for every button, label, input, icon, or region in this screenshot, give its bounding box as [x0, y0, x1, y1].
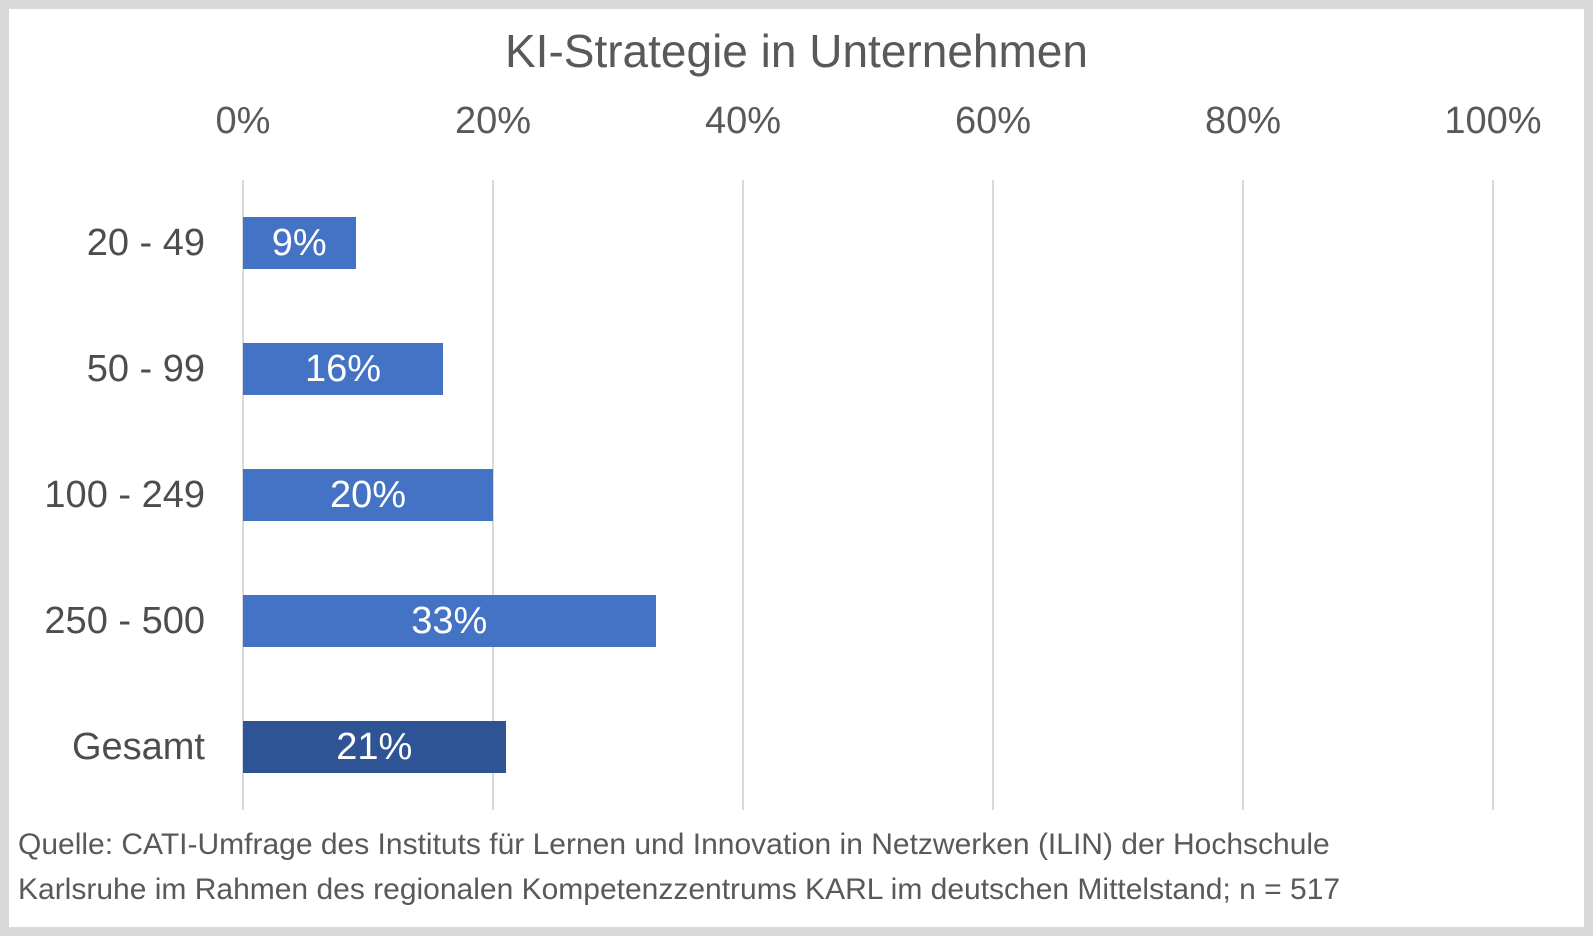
x-tick-label: 20%: [454, 100, 532, 142]
category-label: 250 - 500: [44, 600, 205, 642]
x-tick-label: 60%: [954, 100, 1032, 142]
bar: 16%: [243, 343, 443, 395]
x-tick-label: 40%: [704, 100, 782, 142]
source-note: Quelle: CATI-Umfrage des Instituts für L…: [18, 822, 1498, 912]
category-label: 50 - 99: [86, 348, 205, 390]
bar: 33%: [243, 595, 656, 647]
bar-value-label: 20%: [329, 473, 407, 516]
source-note-line1: Quelle: CATI-Umfrage des Instituts für L…: [18, 828, 1330, 861]
bar: 20%: [243, 469, 493, 521]
gridline: [1492, 180, 1494, 810]
category-label: 100 - 249: [44, 474, 205, 516]
gridline: [492, 180, 494, 810]
bar: 9%: [243, 217, 356, 269]
x-tick-label: 80%: [1204, 100, 1282, 142]
chart-title: KI-Strategie in Unternehmen: [505, 25, 1088, 77]
gridline: [992, 180, 994, 810]
bar-value-label: 16%: [304, 347, 382, 390]
gridline: [742, 180, 744, 810]
category-label: Gesamt: [71, 726, 205, 768]
bar-value-label: 21%: [336, 725, 413, 768]
bar-value-label: 33%: [411, 599, 488, 642]
bar-value-label: 9%: [271, 221, 327, 264]
bar: 21%: [243, 721, 506, 773]
x-tick-label: 0%: [215, 100, 271, 142]
gridline: [1242, 180, 1244, 810]
category-label: 20 - 49: [86, 222, 205, 264]
x-tick-label: 100%: [1444, 100, 1542, 142]
source-note-line2: Karlsruhe im Rahmen des regionalen Kompe…: [18, 873, 1341, 906]
